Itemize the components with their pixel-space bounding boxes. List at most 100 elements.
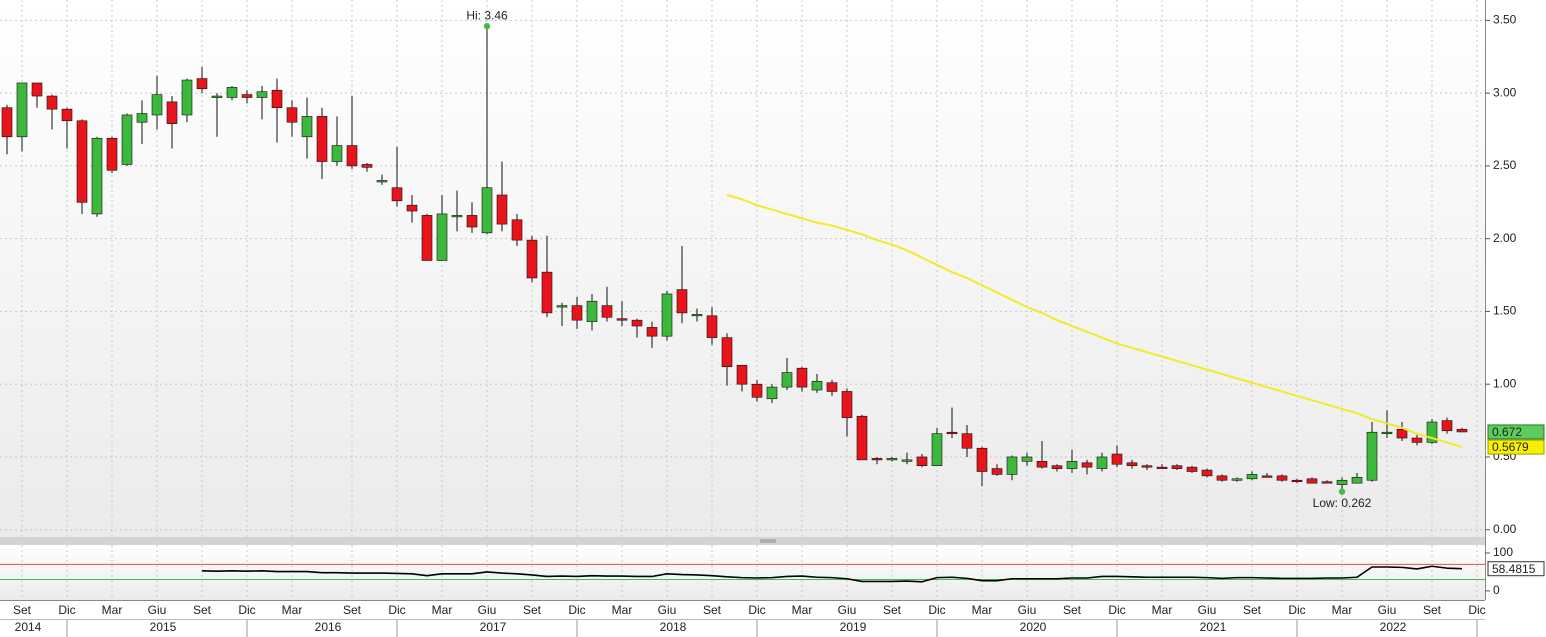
candle-body <box>1081 462 1093 468</box>
line <box>726 194 1463 449</box>
last-value-label: 0.5679 <box>1492 440 1529 454</box>
candle-body <box>826 382 838 392</box>
candle-body <box>766 386 778 400</box>
candle-body <box>526 239 538 279</box>
x-tick-label: Dic <box>1468 603 1485 617</box>
candle-body <box>466 215 478 228</box>
grid <box>0 0 1485 600</box>
candle-body <box>691 314 703 317</box>
candle-body <box>1186 466 1198 472</box>
price-panel <box>0 0 1485 537</box>
last-value-badge <box>1487 561 1545 577</box>
candle-body <box>421 215 433 261</box>
candle-body <box>16 82 28 138</box>
line <box>201 565 1463 583</box>
candle-body <box>1351 477 1363 484</box>
x-tick-label: Dic <box>238 603 255 617</box>
candle-body <box>1171 465 1183 469</box>
candle-body <box>736 364 748 385</box>
candle-body <box>91 137 103 215</box>
x-tick-label: Dic <box>1108 603 1125 617</box>
candle-body <box>976 447 988 472</box>
x-tick-label: Set <box>1243 603 1262 617</box>
candle-body <box>31 82 43 97</box>
y-tick-label: 0 <box>1493 583 1500 597</box>
x-axis <box>0 600 1485 637</box>
candle-body <box>1396 429 1408 439</box>
y-tick-label: 100 <box>1493 545 1513 559</box>
candle-body <box>616 318 628 321</box>
x-tick-label: Mar <box>792 603 813 617</box>
year-label: 2018 <box>660 620 687 634</box>
candle-body <box>1216 475 1228 481</box>
year-label: 2019 <box>840 620 867 634</box>
candle-body <box>1066 461 1078 469</box>
candle-body <box>586 300 598 322</box>
candle-body <box>721 337 733 368</box>
candle-body <box>286 107 298 123</box>
candle-body <box>1291 479 1303 483</box>
candle-body <box>1051 465 1063 469</box>
candle-body <box>871 458 883 461</box>
annotation-label: Hi: 3.46 <box>466 8 508 22</box>
candle-body <box>1246 474 1258 480</box>
candle-body <box>556 305 568 308</box>
annotation-marker <box>1338 488 1346 495</box>
candle-body <box>706 315 718 338</box>
annotation-marker <box>483 22 491 30</box>
year-label: 2014 <box>15 620 42 634</box>
candle-body <box>751 383 763 398</box>
x-tick-label: Set <box>523 603 542 617</box>
annotation-label: Low: 0.262 <box>1313 496 1372 510</box>
year-label: 2021 <box>1200 620 1227 634</box>
x-tick-label: Giu <box>1198 603 1217 617</box>
candle-body <box>361 164 373 168</box>
candle-body <box>811 380 823 391</box>
candle-body <box>511 219 523 241</box>
x-tick-label: Mar <box>102 603 123 617</box>
x-tick-label: Giu <box>148 603 167 617</box>
candle-body <box>241 94 253 98</box>
x-tick-label: Set <box>883 603 902 617</box>
candle-body <box>1441 420 1453 432</box>
candle-body <box>61 108 73 122</box>
candle-body <box>406 204 418 212</box>
candle-body <box>166 101 178 124</box>
candle-body <box>271 89 283 108</box>
candle-body <box>226 87 238 98</box>
x-tick-label: Dic <box>748 603 765 617</box>
candle-body <box>856 415 868 461</box>
x-tick-label: Mar <box>282 603 303 617</box>
candle-body <box>796 367 808 388</box>
last-value-badge <box>1487 439 1545 455</box>
candle-body <box>1006 456 1018 475</box>
candle-body <box>1381 431 1393 435</box>
x-tick-label: Giu <box>1378 603 1397 617</box>
candle-body <box>121 114 133 165</box>
candle-body <box>1036 461 1048 468</box>
candle-body <box>781 372 793 388</box>
x-tick-label: Dic <box>1288 603 1305 617</box>
candle-body <box>481 187 493 234</box>
year-label: 2015 <box>150 620 177 634</box>
candle-body <box>676 289 688 314</box>
x-tick-label: Set <box>1063 603 1082 617</box>
candle-body <box>946 431 958 435</box>
candle-body <box>1276 475 1288 481</box>
candle-body <box>1456 429 1468 433</box>
x-tick-label: Dic <box>568 603 585 617</box>
panel-splitter[interactable] <box>0 537 1485 545</box>
candle-body <box>601 305 613 318</box>
last-value-badge <box>1487 424 1545 440</box>
y-tick-label: 3.50 <box>1493 13 1517 27</box>
x-tick-label: Mar <box>1332 603 1353 617</box>
x-tick-label: Set <box>703 603 722 617</box>
x-tick-label: Mar <box>612 603 633 617</box>
candle-body <box>1366 431 1378 481</box>
candle-body <box>316 116 328 162</box>
candle-body <box>1126 462 1138 466</box>
candle-body <box>181 79 193 116</box>
candle-body <box>76 120 88 203</box>
candle-body <box>886 458 898 461</box>
